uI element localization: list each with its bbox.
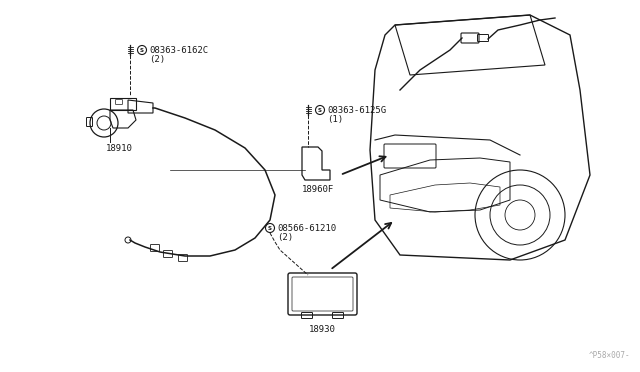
Text: 08363-6162C: 08363-6162C [149, 45, 208, 55]
Text: S: S [140, 48, 144, 52]
Text: S: S [268, 225, 272, 231]
Text: (2): (2) [149, 55, 165, 64]
Text: 18960F: 18960F [302, 185, 334, 194]
Text: S: S [318, 108, 322, 112]
Text: 18910: 18910 [106, 144, 133, 153]
Text: (2): (2) [277, 232, 293, 241]
Text: 08363-6125G: 08363-6125G [327, 106, 386, 115]
Text: 18930: 18930 [308, 325, 335, 334]
Text: 08566-61210: 08566-61210 [277, 224, 336, 232]
Text: ^P58×007-: ^P58×007- [588, 351, 630, 360]
Text: (1): (1) [327, 115, 343, 124]
